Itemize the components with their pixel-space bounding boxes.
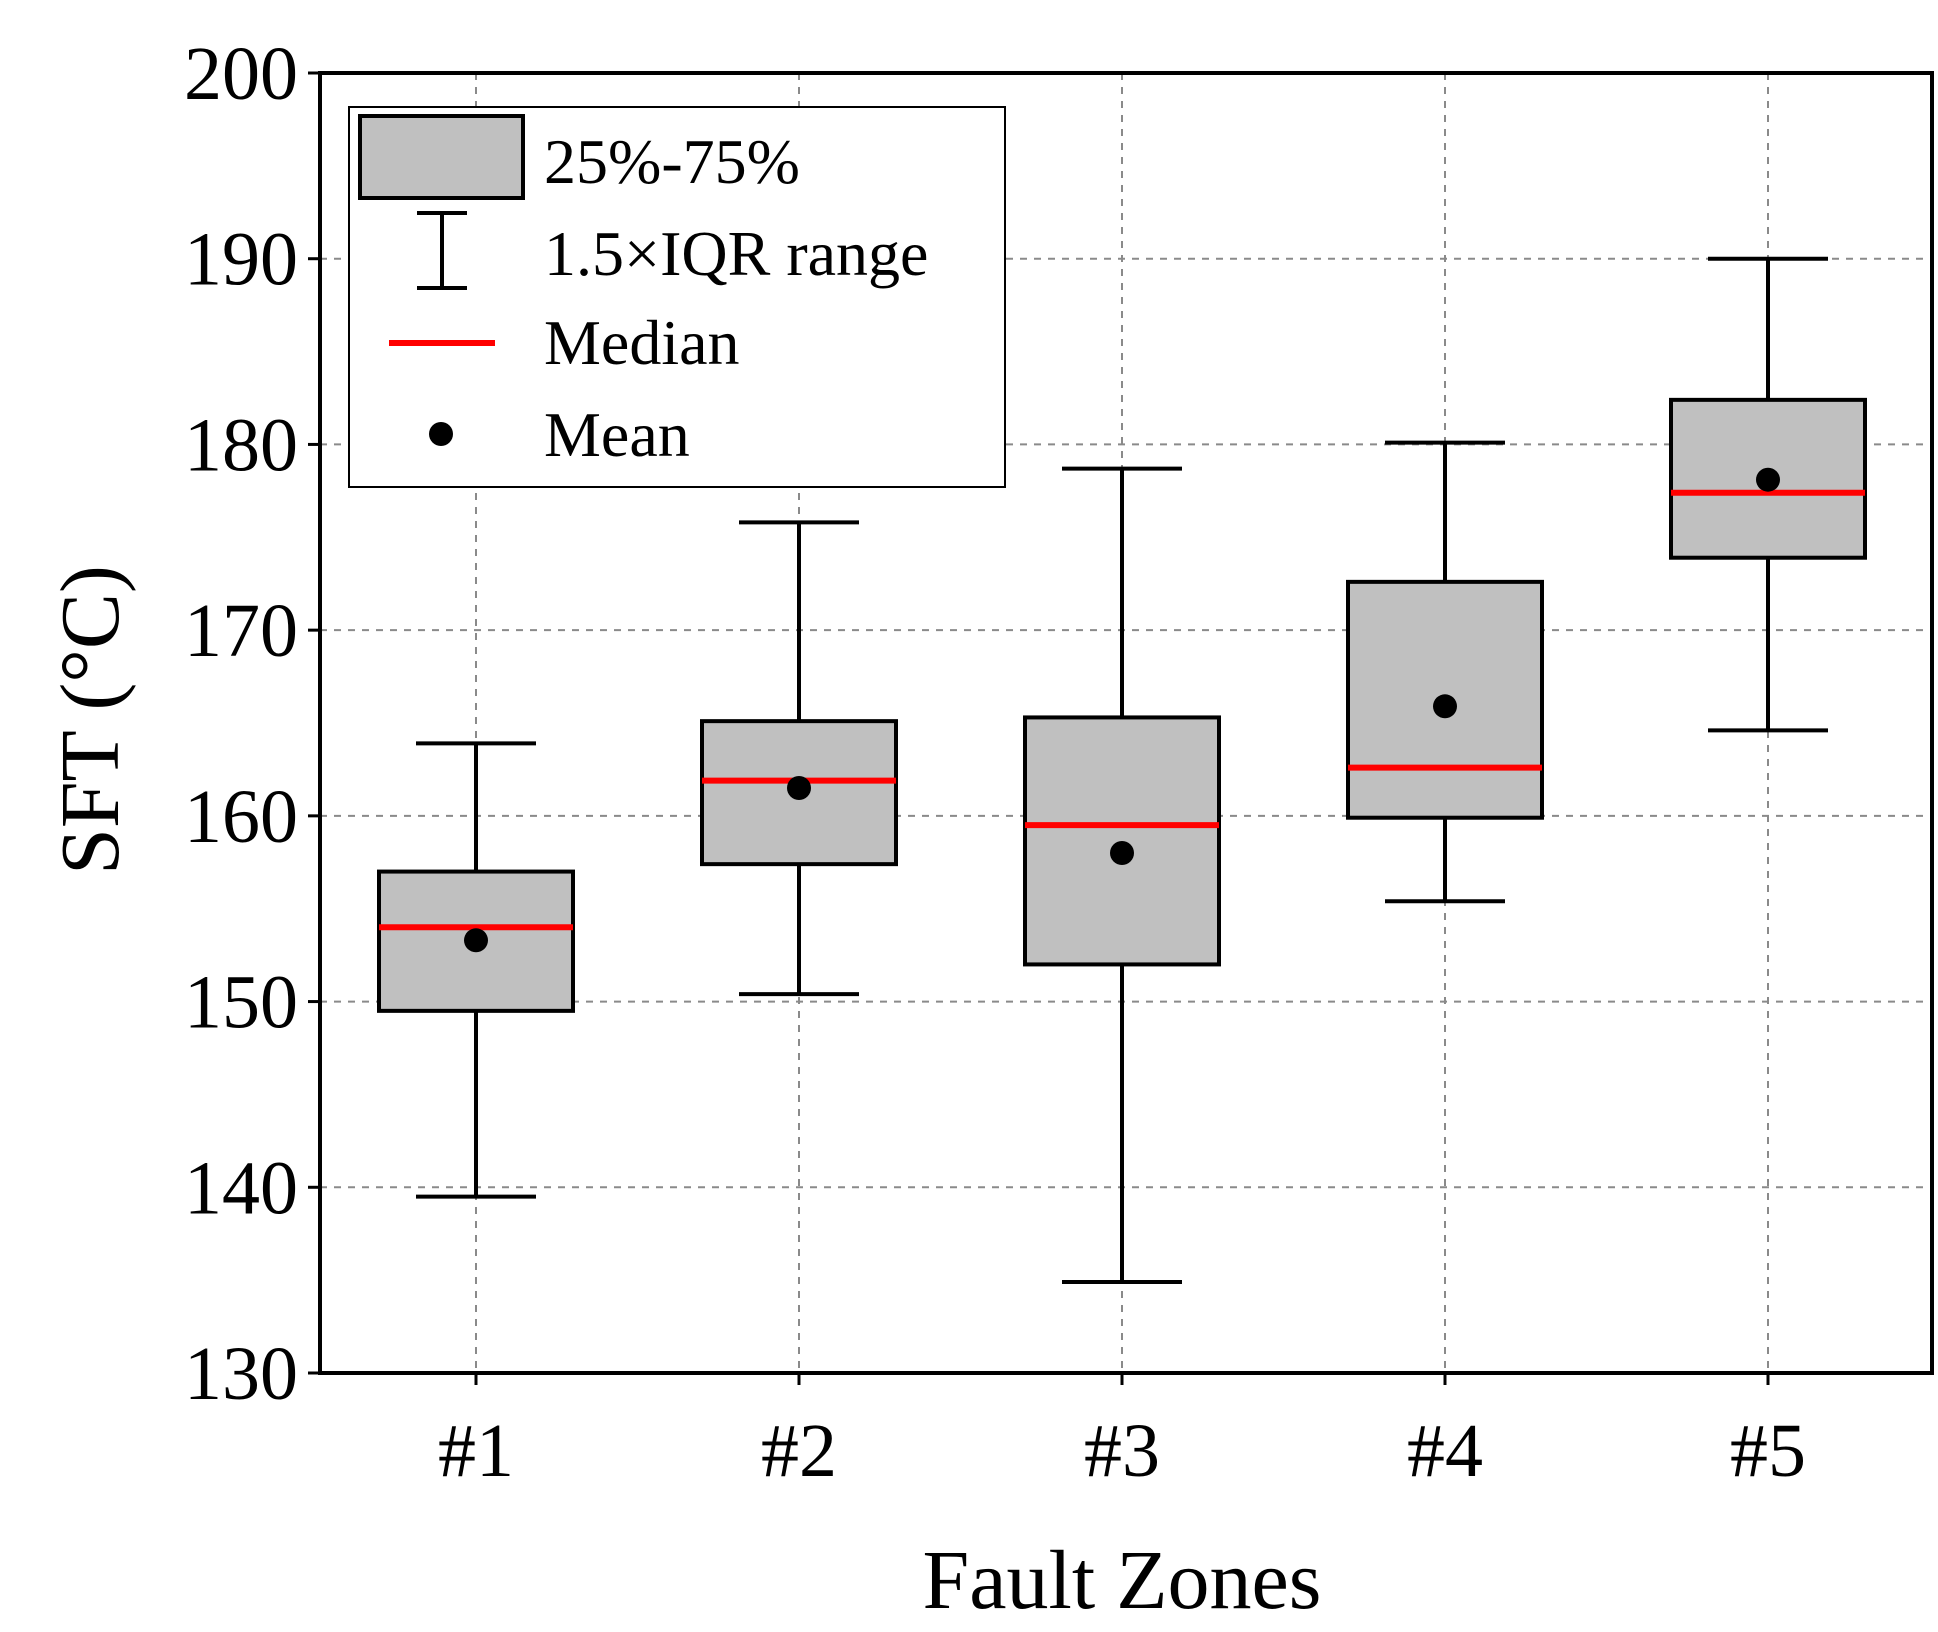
y-tick-label-180: 180	[184, 403, 298, 487]
iqr-box-3	[1023, 715, 1221, 967]
x-axis-ticks: #1 #2 #3 #4 #5	[438, 1373, 1806, 1493]
mean-dot-2	[787, 776, 811, 800]
x-tick-label-2: #2	[761, 1409, 837, 1493]
plot-frame	[318, 71, 1934, 1375]
box-group-2	[700, 520, 898, 997]
x-tick-label-4: #4	[1407, 1409, 1483, 1493]
legend-mean-dot	[429, 422, 453, 446]
legend-label-median: Median	[544, 307, 740, 378]
box-group-4	[1346, 440, 1544, 904]
legend-label-mean: Mean	[544, 399, 690, 470]
x-tick-label-3: #3	[1084, 1409, 1160, 1493]
mean-dot-1	[464, 928, 488, 953]
legend-label-whisker: 1.5×IQR range	[544, 218, 928, 289]
y-tick-label-190: 190	[184, 218, 298, 302]
x-tick-label-1: #1	[438, 1409, 514, 1493]
y-tick-label-140: 140	[184, 1146, 298, 1230]
legend-label-box: 25%-75%	[544, 126, 800, 197]
legend: 25%-75% 1.5×IQR range Median Mean	[348, 106, 1006, 488]
x-tick-label-5: #5	[1730, 1409, 1806, 1493]
y-tick-label-200: 200	[184, 32, 298, 116]
y-axis-ticks: 130 140 150 160 170 180 190 200	[184, 32, 320, 1416]
y-tick-label-170: 170	[184, 589, 298, 673]
box-group-5	[1669, 256, 1867, 733]
y-tick-label-130: 130	[184, 1332, 298, 1416]
boxes	[377, 256, 1867, 1284]
mean-dot-3	[1110, 841, 1134, 865]
box-group-3	[1023, 466, 1221, 1284]
y-axis-title: SFT (°C)	[44, 565, 137, 875]
mean-dot-5	[1756, 467, 1780, 492]
mean-dot-4	[1433, 694, 1457, 719]
y-tick-label-160: 160	[184, 775, 298, 859]
legend-box-swatch	[358, 114, 525, 200]
x-axis-title: Fault Zones	[923, 1534, 1322, 1627]
box-group-1	[377, 741, 575, 1199]
y-tick-label-150: 150	[184, 961, 298, 1045]
